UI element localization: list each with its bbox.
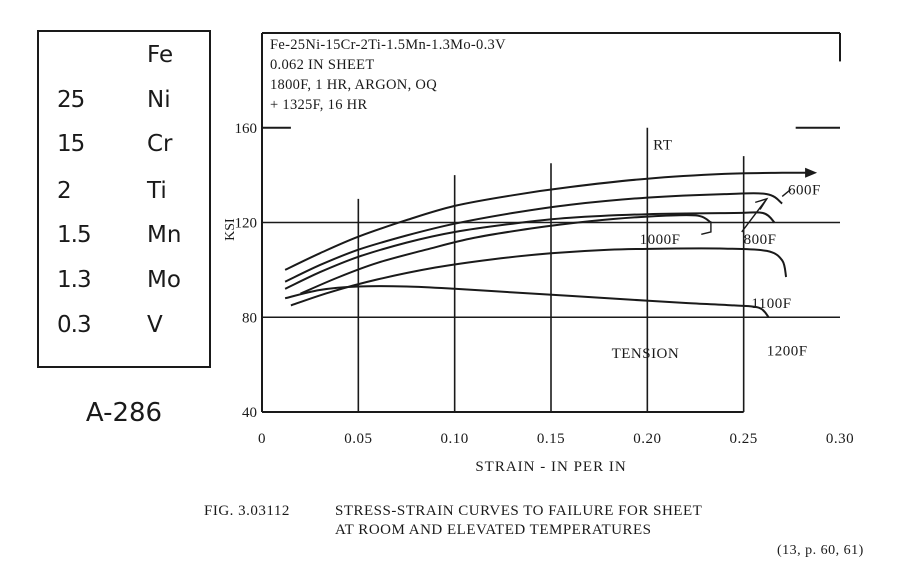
composition-row: 1.3 Mo <box>39 267 209 307</box>
composition-element: Fe <box>147 42 174 68</box>
composition-element: Mo <box>147 267 181 293</box>
composition-row: 0.3 V <box>39 312 209 352</box>
x-tick-label: 0 <box>258 431 266 447</box>
composition-row: 1.5 Mn <box>39 222 209 262</box>
x-tick-label: 0.20 <box>633 431 661 447</box>
info-line: Fe-25Ni-15Cr-2Ti-1.5Mn-1.3Mo-0.3V <box>270 37 506 53</box>
composition-element: Cr <box>147 131 173 157</box>
rt-arrowhead <box>805 167 818 178</box>
y-tick-label: 80 <box>242 310 257 326</box>
composition-row: 25 Ni <box>39 87 209 127</box>
info-line: + 1325F, 16 HR <box>270 97 367 113</box>
leader-600F <box>781 188 792 197</box>
composition-amount: 25 <box>57 87 85 113</box>
composition-table: Fe 25 Ni 15 Cr 2 Ti 1.5 Mn 1.3 Mo 0.3 V <box>37 30 211 368</box>
series-curve <box>284 171 812 271</box>
composition-element: Ni <box>147 87 171 113</box>
series-label: 1200F <box>767 343 808 359</box>
composition-element: Mn <box>147 222 182 248</box>
series-label: 800F <box>744 232 777 248</box>
chart-annotation: TENSION <box>612 346 680 362</box>
y-tick-label: 120 <box>235 216 258 232</box>
y-axis-title: KSI <box>223 218 238 241</box>
leader-1000F <box>701 221 712 236</box>
composition-amount: 1.3 <box>57 267 92 293</box>
alloy-name: A-286 <box>85 398 163 428</box>
vertical-gridlines <box>357 127 745 412</box>
series-label: 600F <box>788 182 821 198</box>
figure-caption-line2: AT ROOM AND ELEVATED TEMPERATURES <box>335 522 652 538</box>
series-curve <box>290 247 788 307</box>
x-tick-label: 0.25 <box>730 431 758 447</box>
x-axis-title: STRAIN - IN PER IN <box>475 459 626 475</box>
figure-caption-number: FIG. 3.03112 <box>204 503 290 519</box>
x-tick-label: 0.10 <box>441 431 469 447</box>
composition-amount: 2 <box>57 178 72 204</box>
series-curve <box>284 192 783 283</box>
composition-row: 2 Ti <box>39 178 209 218</box>
curves-layer <box>284 167 818 319</box>
x-tick-label: 0.30 <box>826 431 854 447</box>
info-line: 0.062 IN SHEET <box>270 57 374 73</box>
y-tick-label: 40 <box>242 405 257 421</box>
leader-800F-arrow <box>755 197 769 210</box>
composition-row: Fe <box>39 42 209 82</box>
series-label: RT <box>653 137 672 153</box>
x-tick-label: 0.05 <box>344 431 372 447</box>
composition-element: V <box>147 312 163 338</box>
info-line: 1800F, 1 HR, ARGON, OQ <box>270 77 437 93</box>
series-label: 1000F <box>640 232 681 248</box>
composition-element: Ti <box>147 178 167 204</box>
labels-layer: 0 0.05 0.10 0.15 0.20 0.25 0.30 40 80 120 160 STRAI… <box>223 37 854 475</box>
x-tick-label: 0.15 <box>537 431 565 447</box>
composition-amount: 0.3 <box>57 312 92 338</box>
series-curve <box>284 211 776 290</box>
composition-amount: 1.5 <box>57 222 92 248</box>
series-label: 1100F <box>751 296 791 312</box>
figure-caption-line1: STRESS-STRAIN CURVES TO FAILURE FOR SHEE… <box>335 503 703 519</box>
series-curve <box>300 214 712 295</box>
y-tick-label: 160 <box>235 121 258 137</box>
series-curve <box>284 285 770 319</box>
composition-amount: 15 <box>57 131 85 157</box>
composition-row: 15 Cr <box>39 131 209 171</box>
figure-reference: (13, p. 60, 61) <box>777 543 864 558</box>
